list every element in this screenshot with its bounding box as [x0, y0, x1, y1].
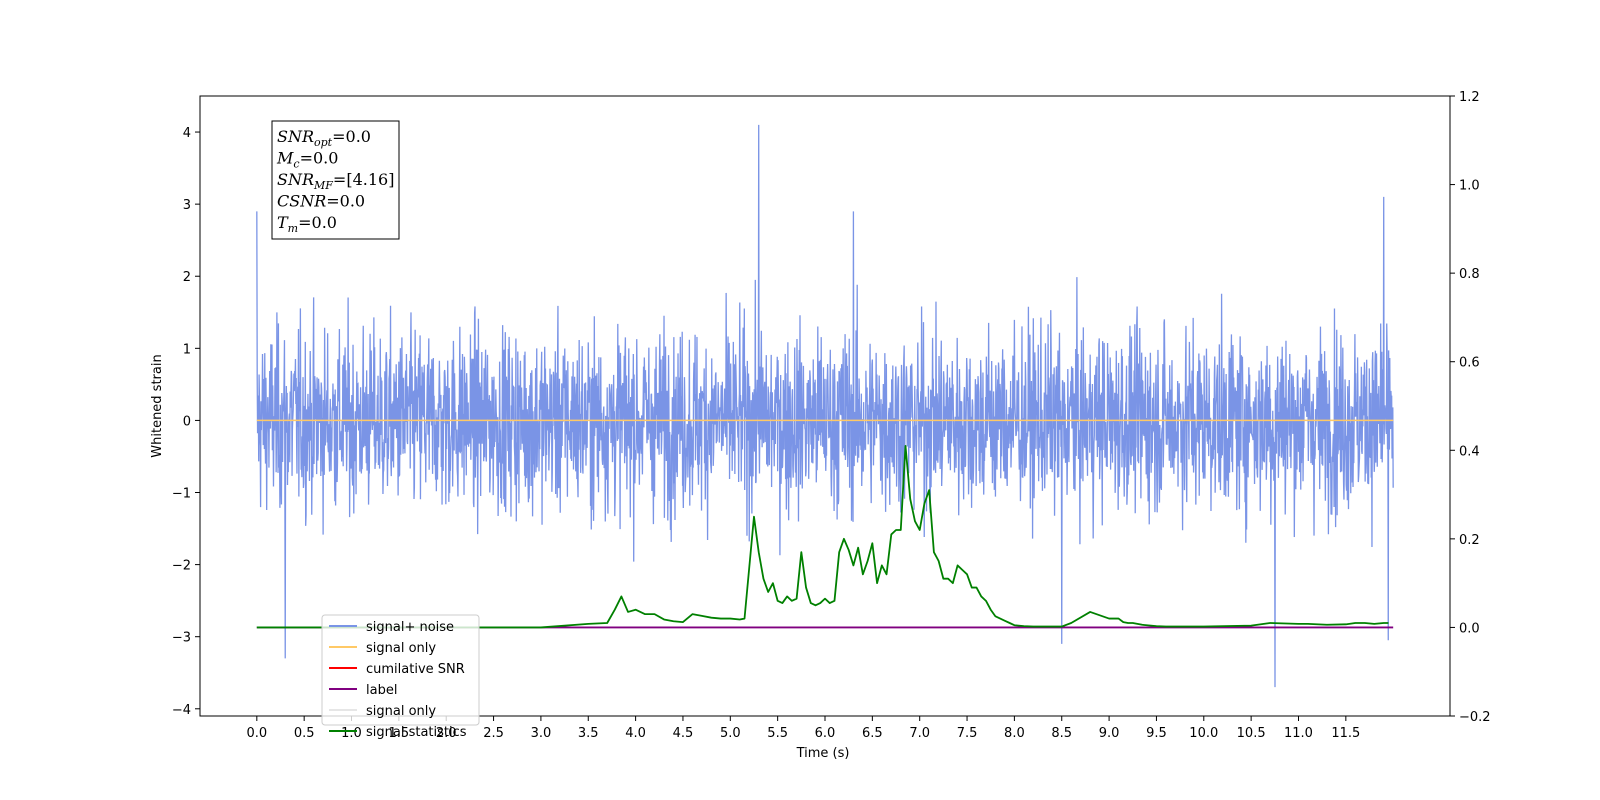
x-tick-label: 2.5	[483, 726, 504, 741]
x-tick-label: 4.0	[625, 726, 646, 741]
y-tick-label: −4	[172, 703, 191, 718]
x-tick-label: 2.0	[436, 726, 457, 741]
info-symbol: SNR	[277, 170, 314, 189]
info-value: =0.0	[300, 149, 339, 168]
info-box-line: Mc=0.0	[276, 149, 338, 171]
x-tick-label: 8.0	[1004, 726, 1025, 741]
y2-tick-label: 0.4	[1459, 444, 1480, 459]
y2-tick-label: 0.0	[1459, 621, 1480, 636]
x-tick-label: 8.5	[1051, 726, 1072, 741]
y2-tick-label: −0.2	[1459, 710, 1491, 725]
x-tick-label: 9.0	[1099, 726, 1120, 741]
legend-label: cumilative SNR	[366, 662, 465, 677]
y2-tick-label: 0.8	[1459, 267, 1480, 282]
y2-tick-label: 0.6	[1459, 356, 1480, 371]
legend-label: signal only	[366, 641, 436, 656]
legend-label: label	[366, 683, 397, 698]
info-value: =[4.16]	[333, 170, 395, 189]
y2-axis-ticks: 1.2 1.0 0.8 0.6 0.4 0.2 0.0 −0.2	[1450, 90, 1491, 725]
x-tick-label: 3.0	[531, 726, 552, 741]
legend-label: signal statistics	[366, 725, 467, 740]
info-box-line: Tm=0.0	[277, 213, 337, 235]
info-value: =0.0	[326, 192, 365, 211]
legend-label: signal only	[366, 704, 436, 719]
legend: signal+ noise signal only cumilative SNR la…	[321, 614, 480, 740]
info-box-line: CSNR=0.0	[277, 192, 365, 211]
info-box-line: SNRMF=[4.16]	[277, 170, 394, 192]
info-subscript: MF	[313, 179, 333, 192]
x-tick-label: 10.5	[1237, 726, 1266, 741]
x-tick-label: 0.0	[246, 726, 267, 741]
info-subscript: m	[288, 222, 298, 235]
info-box-frame	[271, 120, 400, 240]
x-tick-label: 9.5	[1146, 726, 1167, 741]
y2-tick-label: 0.2	[1459, 533, 1480, 548]
x-tick-label: 6.5	[862, 726, 883, 741]
x-tick-label: 5.0	[720, 726, 741, 741]
info-box: SNRopt=0.0Mc=0.0SNRMF=[4.16]CSNR=0.0Tm=0…	[271, 120, 400, 240]
y-tick-label: 3	[183, 198, 191, 213]
info-symbol: CSNR	[277, 192, 326, 211]
x-tick-label: 3.5	[578, 726, 599, 741]
x-axis-ticks: 0.0 0.5 1.0 1.5 2.0 2.5 3.0 3.5 4.0 4.5 5.0 5.5 6.0 6…	[246, 716, 1360, 741]
legend-frame	[321, 614, 480, 726]
y-tick-label: 1	[183, 342, 191, 357]
x-tick-label: 7.0	[909, 726, 930, 741]
y-axis-label: Whitened strain	[150, 354, 165, 457]
info-symbol: SNR	[277, 127, 314, 146]
x-tick-label: 6.0	[815, 726, 836, 741]
info-box-line: SNRopt=0.0	[277, 127, 371, 149]
x-tick-label: 4.5	[673, 726, 694, 741]
y2-tick-label: 1.0	[1459, 179, 1480, 194]
y-tick-label: −1	[172, 487, 191, 502]
y-tick-label: 0	[183, 414, 191, 429]
info-subscript: opt	[314, 136, 333, 149]
y-tick-label: 2	[183, 270, 191, 285]
x-tick-label: 1.0	[341, 726, 362, 741]
x-tick-label: 11.0	[1284, 726, 1313, 741]
x-tick-label: 7.5	[957, 726, 978, 741]
info-symbol: M	[276, 149, 294, 168]
x-tick-label: 5.5	[767, 726, 788, 741]
info-value: =0.0	[332, 127, 371, 146]
legend-label: signal+ noise	[366, 620, 454, 635]
y-tick-label: 4	[183, 126, 191, 141]
series-signal-statistics	[256, 444, 1389, 629]
info-subscript: c	[293, 158, 299, 171]
y-tick-label: −2	[172, 559, 191, 574]
y2-tick-label: 1.2	[1459, 90, 1480, 105]
x-tick-label: 10.0	[1189, 726, 1218, 741]
y-tick-label: −3	[172, 631, 191, 646]
series-signal-plus-noise	[256, 124, 1394, 688]
info-symbol: T	[277, 213, 289, 232]
x-tick-label: 0.5	[294, 726, 315, 741]
x-tick-label: 11.5	[1331, 726, 1360, 741]
x-tick-label: 1.5	[389, 726, 410, 741]
y-axis-ticks: 4 3 2 1 0 −1 −2 −3 −4	[172, 126, 200, 718]
info-value: =0.0	[298, 213, 337, 232]
x-axis-label: Time (s)	[796, 746, 850, 761]
